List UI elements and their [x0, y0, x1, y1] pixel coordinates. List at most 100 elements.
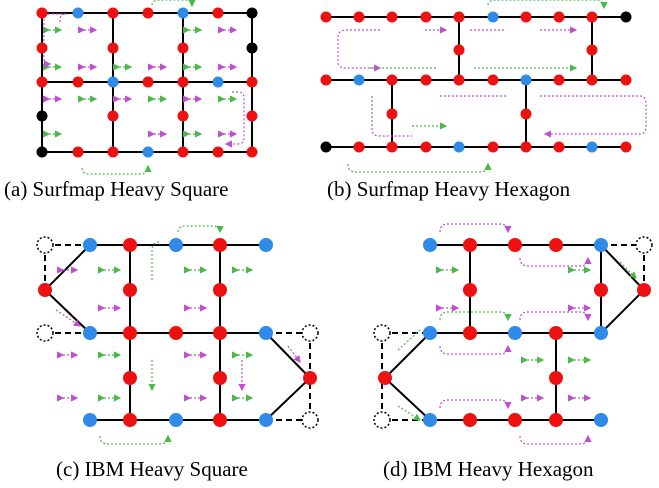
data-qubit: [549, 238, 563, 252]
data-qubit: [353, 11, 365, 23]
unused-qubit: [36, 146, 48, 158]
data-qubit: [553, 141, 565, 153]
ancilla-qubit: [83, 238, 97, 252]
coupling-edge: [600, 244, 645, 291]
panel-c: (c) IBM Heavy Square: [36, 225, 319, 481]
data-qubit: [107, 110, 119, 122]
cnot-path-magenta: [224, 91, 245, 148]
cnot-path-green: [152, 241, 161, 390]
data-qubit: [386, 74, 398, 86]
cnot-path-green: [151, 0, 196, 8]
unused-qubit: [620, 11, 632, 23]
data-qubit: [520, 11, 532, 23]
data-qubit: [549, 326, 563, 340]
data-qubit: [508, 238, 522, 252]
ancilla-qubit: [423, 238, 437, 252]
unused-qubit: [320, 141, 332, 153]
data-qubit: [213, 283, 227, 297]
unused-qubit: [36, 110, 48, 122]
panel-c-nodes: [36, 236, 319, 429]
panel-d-caption: (d) IBM Heavy Hexagon: [383, 457, 594, 481]
cnot-path-green: [439, 311, 512, 322]
cnot-path-green: [619, 261, 637, 279]
data-qubit: [420, 11, 432, 23]
data-qubit: [553, 74, 565, 86]
data-qubit: [508, 413, 522, 427]
cnot-path-magenta: [519, 256, 592, 267]
ancilla-qubit: [594, 413, 608, 427]
ancilla-qubit: [169, 238, 183, 252]
ancilla-qubit: [83, 326, 97, 340]
data-qubit: [586, 44, 598, 56]
ancilla-qubit: [423, 413, 437, 427]
data-qubit: [386, 11, 398, 23]
panel-a-caption: (a) Surfmap Heavy Square: [4, 177, 229, 201]
ancilla-qubit: [107, 76, 119, 88]
ancilla-qubit: [212, 76, 224, 88]
data-qubit: [303, 371, 317, 385]
data-qubit: [213, 326, 227, 340]
ancilla-qubit: [586, 141, 598, 153]
panel-d: (d) IBM Heavy Hexagon: [373, 223, 653, 481]
cnot-path-magenta: [371, 95, 647, 136]
ancilla-qubit: [353, 74, 365, 86]
panel-d-paths: [397, 223, 637, 445]
cnot-path-magenta: [519, 434, 592, 445]
data-qubit: [463, 413, 477, 427]
data-qubit: [212, 146, 224, 158]
data-qubit: [142, 76, 154, 88]
cnot-path-magenta: [337, 29, 382, 72]
data-qubit: [620, 74, 632, 86]
data-qubit: [453, 44, 465, 56]
data-qubit: [72, 76, 84, 88]
ancilla-qubit: [594, 326, 608, 340]
data-qubit: [246, 76, 258, 88]
data-qubit: [420, 74, 432, 86]
data-qubit: [594, 283, 608, 297]
coupling-edge: [384, 377, 431, 421]
data-qubit: [586, 74, 598, 86]
data-qubit: [463, 326, 477, 340]
cnot-path-magenta: [519, 311, 592, 322]
data-qubit: [386, 108, 398, 120]
panel-c-paths: [55, 225, 301, 445]
data-qubit: [72, 146, 84, 158]
ancilla-qubit: [83, 413, 97, 427]
cnot-path-magenta: [55, 309, 81, 327]
data-qubit: [549, 371, 563, 385]
coupling-edge: [44, 244, 91, 291]
data-qubit: [38, 283, 52, 297]
cnot-path-magenta: [43, 13, 67, 68]
panel-a: (a) Surfmap Heavy Square: [4, 0, 258, 201]
cnot-path-green: [99, 434, 172, 445]
cnot-path-magenta: [439, 399, 512, 410]
data-qubit: [487, 141, 499, 153]
coupling-edge: [600, 289, 645, 334]
absent-qubit: [635, 236, 653, 254]
data-qubit: [212, 7, 224, 19]
data-qubit: [463, 238, 477, 252]
absent-qubit: [301, 324, 319, 342]
ancilla-qubit: [142, 146, 154, 158]
panel-b: (b) Surfmap Heavy Hexagon: [320, 0, 647, 201]
data-qubit: [637, 283, 651, 297]
data-qubit: [123, 238, 137, 252]
data-qubit: [107, 146, 119, 158]
data-qubit: [177, 76, 189, 88]
absent-qubit: [36, 324, 54, 342]
ancilla-qubit: [423, 326, 437, 340]
data-qubit: [123, 283, 137, 297]
data-qubit: [36, 42, 48, 54]
panel-b-edges: [326, 16, 626, 148]
data-qubit: [123, 413, 137, 427]
data-qubit: [549, 413, 563, 427]
absent-qubit: [301, 411, 319, 429]
ancilla-qubit: [508, 326, 522, 340]
absent-qubit: [373, 411, 391, 429]
cnot-path-green: [487, 0, 608, 10]
data-qubit: [213, 238, 227, 252]
coupling-edge: [384, 332, 431, 379]
data-qubit: [107, 7, 119, 19]
data-qubit: [386, 141, 398, 153]
